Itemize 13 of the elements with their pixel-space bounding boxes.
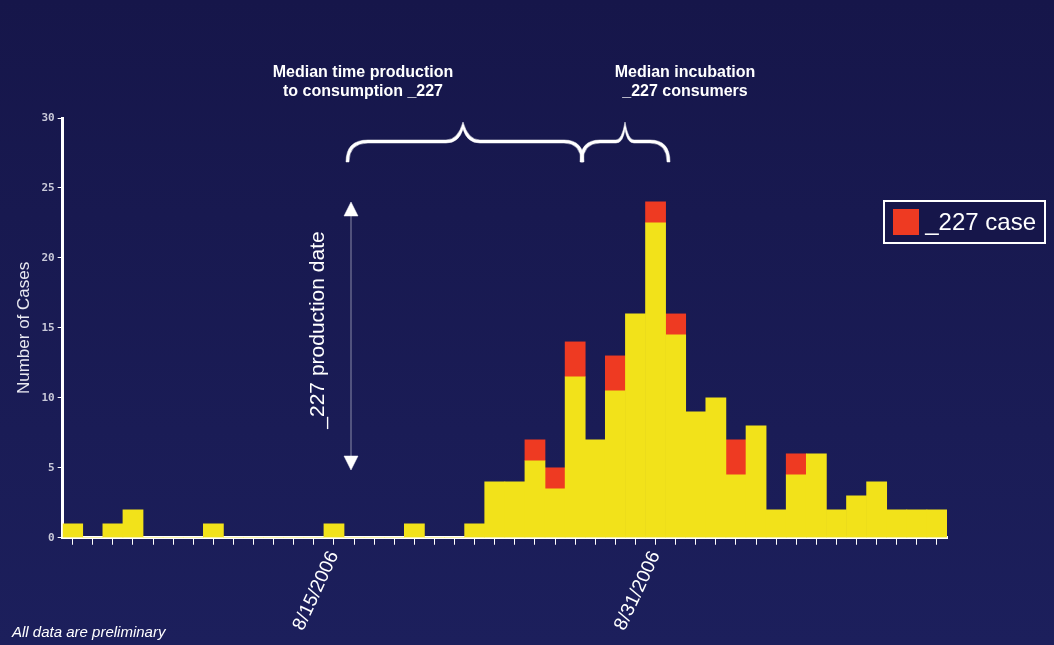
y-tick-label: 25 [41,180,55,194]
y-tick-label: 15 [41,320,55,334]
y-tick-label: 30 [41,110,55,124]
y-tick-label: 20 [41,250,55,264]
text: Median incubation _227 consumers [613,62,757,100]
text: All data are preliminary [12,622,166,641]
y-tick-label: 5 [48,460,55,474]
y-axis-title: Number of Cases [13,261,33,395]
annotation: _227 production date [304,231,328,429]
legend-label: _227 case [925,208,1036,236]
text: Median time production to consumption _227 [271,62,455,100]
y-tick-label: 0 [48,530,55,544]
y-tick-label: 10 [41,390,55,404]
